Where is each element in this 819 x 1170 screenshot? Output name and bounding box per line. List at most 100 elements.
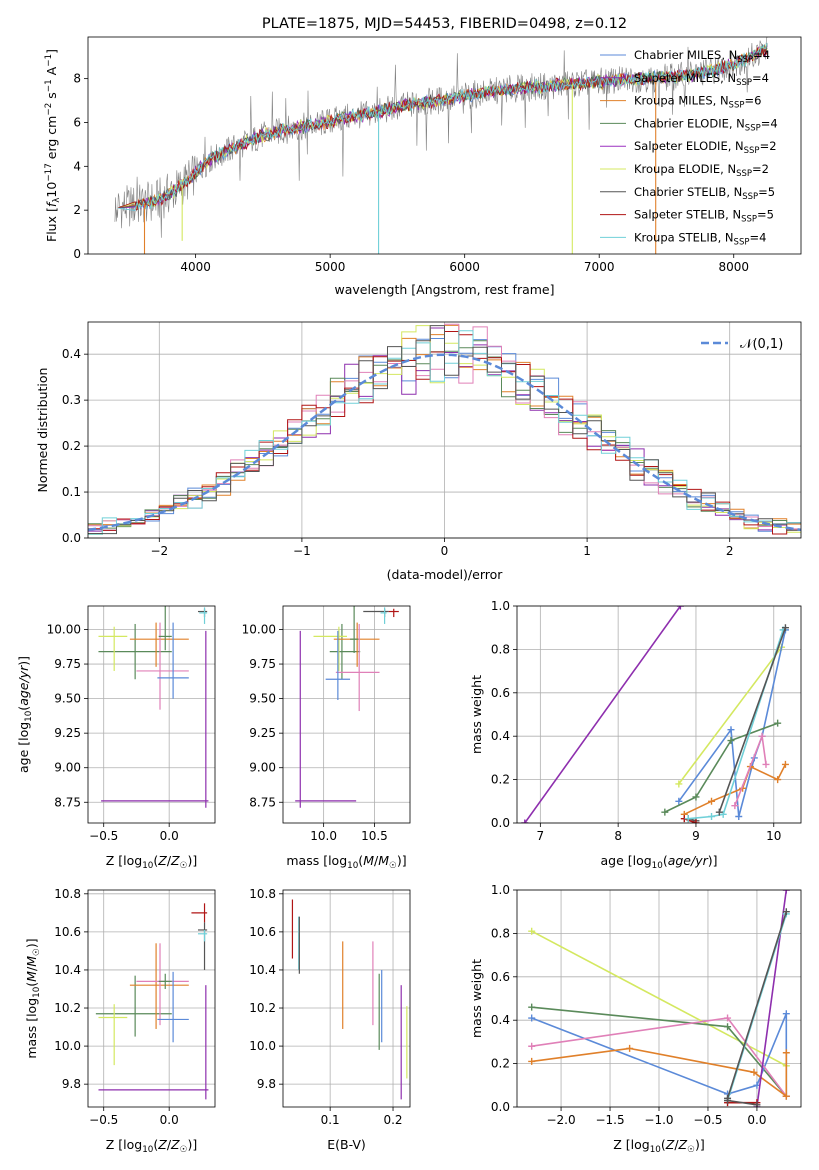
- x-tick-label: −2.0: [546, 1113, 575, 1127]
- legend-label: Kroupa MILES, NSSP=6: [634, 94, 761, 111]
- axes-frame: [87, 36, 802, 255]
- plus-marker: [782, 1092, 790, 1100]
- weight-series: [528, 1044, 790, 1100]
- y-tick-label: 10.00: [47, 622, 81, 636]
- errorbar-point: [157, 971, 189, 1043]
- x-tick-label: 10.5: [361, 829, 388, 843]
- y-tick-label: 0.4: [491, 1013, 510, 1027]
- x-axis-label: Z [log10(Z/Z☉)]: [106, 853, 198, 871]
- grid: [88, 606, 215, 823]
- errorbar-point: [388, 608, 399, 618]
- y-axis-label: Flux [fλ10−17 erg cm−2 s−1 A−1]: [44, 49, 62, 242]
- x-tick-label: −2: [150, 544, 168, 558]
- y-tick-label: 0.6: [491, 686, 510, 700]
- plus-marker: [626, 1044, 634, 1052]
- y-tick-label: 10.0: [54, 1039, 81, 1053]
- series-line: [756, 890, 788, 1107]
- observed-spectrum: [114, 37, 768, 238]
- errorbar-point: [158, 973, 172, 989]
- x-tick-label: 4000: [180, 260, 211, 274]
- y-tick-label: 10.00: [242, 622, 276, 636]
- y-tick-label: 9.50: [54, 692, 81, 706]
- y-tick-label: 0.8: [491, 642, 510, 656]
- errorbar-point: [101, 630, 209, 808]
- legend-label: Salpeter MILES, NSSP=4: [634, 71, 769, 88]
- x-tick-label: −1.0: [644, 1113, 673, 1127]
- axes-frame: [87, 321, 802, 539]
- plus-marker: [758, 732, 766, 740]
- y-tick-label: 10.8: [54, 887, 81, 901]
- y-tick-label: 9.8: [257, 1077, 276, 1091]
- legend-label: Kroupa STELIB, NSSP=4: [634, 230, 766, 247]
- x-tick-label: 0.0: [160, 829, 179, 843]
- plus-marker: [528, 1014, 536, 1022]
- grid: [517, 605, 801, 824]
- grid: [283, 606, 410, 823]
- series-line: [678, 629, 787, 817]
- series-line: [684, 817, 697, 823]
- x-tick-label: −1: [293, 544, 311, 558]
- y-tick-label: 8.75: [54, 795, 81, 809]
- errorbar-point: [350, 606, 359, 653]
- x-tick-label: 0.0: [747, 1113, 766, 1127]
- plus-marker: [521, 819, 529, 823]
- weight-series: [661, 719, 782, 816]
- mass-vs-metallicity-panel: −0.5 0.0 9.8 10.0 10.2 10.4 10.6 10.8 Z [log10(Z…: [24, 887, 216, 1155]
- plus-marker: [528, 1003, 536, 1011]
- age-vs-mass-panel: 10.0 10.5 8.75 9.00 9.25 9.50 9.75 10.00 mass [l…: [242, 605, 411, 871]
- legend-item: Salpeter ELODIE, NSSP=2: [600, 139, 777, 156]
- x-tick-label: −0.5: [693, 1113, 722, 1127]
- x-axis-label: mass [log10(M/M☉)]: [286, 853, 406, 871]
- errorbar-point: [98, 985, 209, 1100]
- plus-marker: [727, 737, 735, 745]
- y-tick-label: 8.75: [249, 795, 276, 809]
- axes-frame: [87, 605, 216, 824]
- weight-series: [715, 624, 789, 816]
- x-axis-label: Z [log10(Z/Z☉)]: [613, 1137, 705, 1155]
- spectrum-panel: 4000 5000 6000 7000 8000 0 2 4 6 8 PLATE=1875, MJD…: [44, 16, 802, 297]
- weight-series: [684, 626, 787, 823]
- plus-marker: [692, 819, 700, 823]
- y-tick-label: 0: [73, 247, 81, 261]
- weight-series: [675, 626, 789, 820]
- plot-area: [528, 890, 790, 1107]
- x-tick-label: −1.5: [595, 1113, 624, 1127]
- y-tick-label: 0.6: [491, 970, 510, 984]
- plot-area: [95, 903, 209, 1100]
- residual-histogram-panel: −2 −1 0 1 2 0.0 0.1 0.2 0.3 0.4 (data-model)/error…: [35, 321, 802, 582]
- axes-frame: [516, 605, 802, 824]
- x-tick-label: 0: [441, 544, 449, 558]
- errorbar-point: [157, 622, 189, 699]
- mass-vs-ebv-panel: 0.1 0.2 9.8 10.0 10.2 10.4 10.6 10.8 E(B-V): [249, 887, 411, 1152]
- axes-frame: [516, 889, 802, 1108]
- errorbar-point: [329, 623, 361, 680]
- y-tick-label: 9.25: [54, 726, 81, 740]
- errorbar-point: [197, 929, 208, 942]
- x-tick-label: 8: [614, 829, 622, 843]
- legend: Chabrier MILES, NSSP=4 Salpeter MILES, NS…: [600, 48, 778, 247]
- x-axis-label: (data-model)/error: [387, 567, 504, 582]
- x-tick-label: 9: [692, 829, 700, 843]
- series-line: [726, 911, 788, 1099]
- plus-marker: [528, 927, 536, 935]
- plus-marker: [762, 760, 770, 768]
- x-tick-label: −0.5: [89, 829, 118, 843]
- series-line: [524, 606, 682, 823]
- weight-series: [680, 815, 700, 823]
- plus-marker: [528, 1042, 536, 1050]
- mass-weight-vs-metallicity-panel: −2.0 −1.5 −1.0 −0.5 0.0 0.0 0.2 0.4 0.6 0.8 1.0 Z […: [469, 883, 802, 1155]
- plus-marker: [735, 812, 743, 820]
- errorbar-point: [136, 943, 189, 1026]
- plus-marker: [753, 1101, 761, 1107]
- errorbar-point: [325, 630, 351, 700]
- x-tick-label: 0.1: [321, 1113, 340, 1127]
- plot-area: [521, 606, 789, 823]
- x-tick-label: 0.0: [160, 1113, 179, 1127]
- series-line: [664, 722, 778, 813]
- y-tick-label: 9.00: [249, 761, 276, 775]
- y-tick-label: 0.1: [62, 485, 81, 499]
- y-tick-label: 0.2: [491, 773, 510, 787]
- legend-label: 𝒩(0,1): [740, 337, 783, 352]
- y-tick-label: 4: [73, 159, 81, 173]
